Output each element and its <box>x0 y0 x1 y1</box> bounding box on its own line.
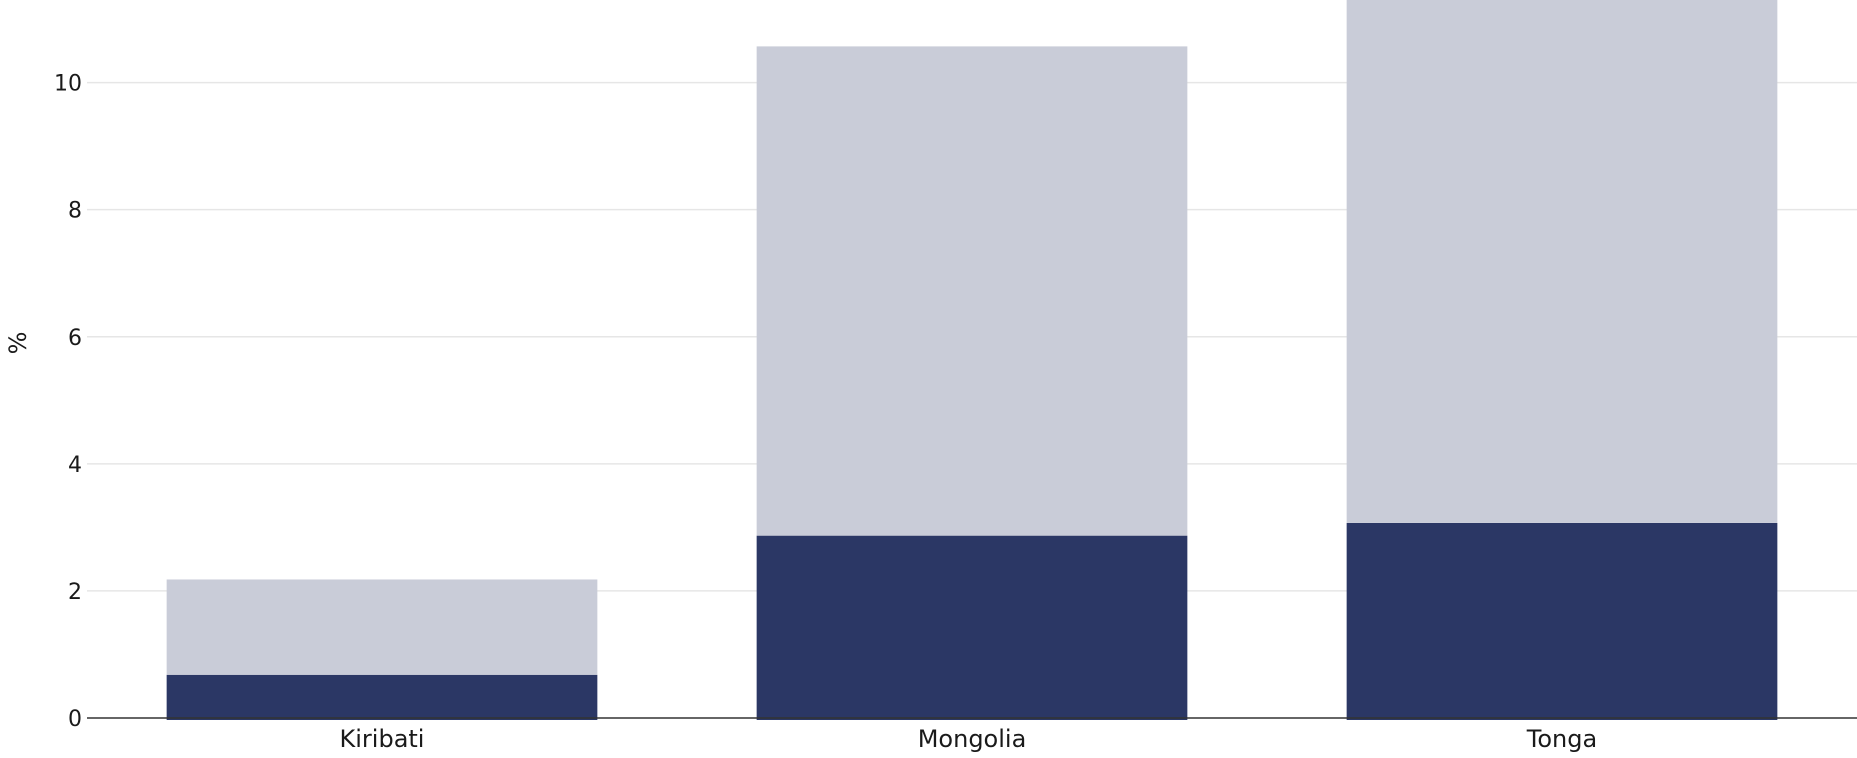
bars <box>166 0 1778 720</box>
x-tick-label-kiribati: Kiribati <box>340 725 425 753</box>
y-tick-label: 2 <box>68 580 82 605</box>
x-tick-label-tonga: Tonga <box>1526 725 1597 753</box>
bar-segment-kiribati-1 <box>166 674 598 720</box>
bar-segment-tonga-1 <box>1346 522 1778 720</box>
y-tick-label: 8 <box>68 199 82 224</box>
y-tick-label: 4 <box>68 453 82 478</box>
x-tick-label-mongolia: Mongolia <box>918 725 1027 753</box>
y-tick-label: 6 <box>68 326 82 351</box>
y-axis-title: % <box>4 332 32 355</box>
y-tick-label: 0 <box>68 707 82 732</box>
bar-segment-mongolia-1 <box>756 535 1188 720</box>
y-axis-ticks: 0 2 4 6 8 10 <box>54 72 82 732</box>
bar-segment-tonga-2 <box>1346 0 1778 523</box>
x-axis-labels: Kiribati Mongolia Tonga <box>340 725 1598 753</box>
y-tick-label: 10 <box>54 72 82 97</box>
bar-segment-mongolia-2 <box>756 46 1188 536</box>
bar-segment-kiribati-2 <box>166 579 598 675</box>
